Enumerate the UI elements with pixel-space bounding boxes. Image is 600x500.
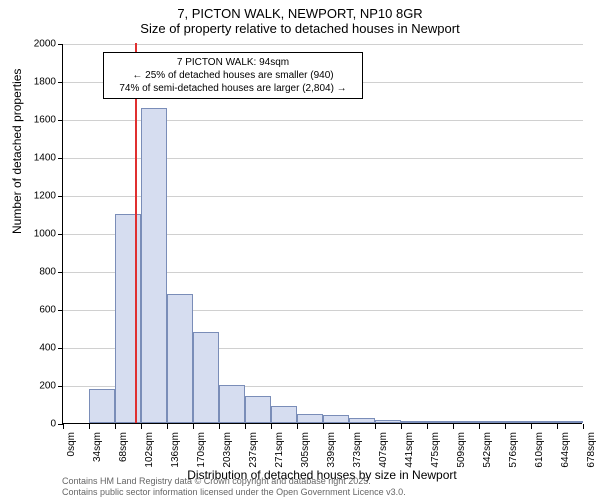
footer-line1: Contains HM Land Registry data © Crown c… [62,476,406,487]
xtick-mark [557,424,558,429]
xtick-label: 373sqm [352,432,363,468]
histogram-bar [115,214,141,423]
xtick-label: 237sqm [248,432,259,468]
ytick-label: 1400 [16,153,56,164]
xtick-label: 136sqm [170,432,181,468]
histogram-bar [427,421,453,423]
xtick-label: 34sqm [92,432,103,462]
ytick-label: 2000 [16,39,56,50]
footer-line2: Contains public sector information licen… [62,487,406,498]
annotation-box: 7 PICTON WALK: 94sqm← 25% of detached ho… [103,52,363,99]
histogram-bar [167,294,193,423]
ytick-mark [58,386,63,387]
xtick-mark [271,424,272,429]
ytick-label: 1600 [16,115,56,126]
xtick-mark [245,424,246,429]
ytick-label: 400 [16,343,56,354]
xtick-mark [297,424,298,429]
ytick-mark [58,196,63,197]
xtick-label: 68sqm [118,432,129,462]
ytick-mark [58,158,63,159]
xtick-label: 475sqm [430,432,441,468]
xtick-mark [323,424,324,429]
histogram-bar [141,108,167,423]
histogram-bar [479,421,505,423]
histogram-bar [557,421,583,423]
histogram-bar [453,421,479,423]
xtick-mark [193,424,194,429]
histogram-bar [89,389,115,423]
xtick-label: 576sqm [508,432,519,468]
xtick-label: 0sqm [66,432,77,456]
ytick-label: 600 [16,305,56,316]
chart-title-line2: Size of property relative to detached ho… [0,21,600,40]
histogram-bar [219,385,245,423]
chart-area: 02004006008001000120014001600180020000sq… [62,44,582,424]
xtick-mark [219,424,220,429]
ytick-mark [58,82,63,83]
xtick-mark [531,424,532,429]
annotation-line1: 7 PICTON WALK: 94sqm [110,56,356,69]
histogram-bar [375,420,401,423]
y-axis-label: Number of detached properties [10,69,24,234]
plot-area: 02004006008001000120014001600180020000sq… [62,44,582,424]
xtick-mark [167,424,168,429]
xtick-mark [141,424,142,429]
histogram-bar [505,421,531,423]
xtick-label: 542sqm [482,432,493,468]
xtick-mark [375,424,376,429]
xtick-label: 407sqm [378,432,389,468]
ytick-label: 1800 [16,77,56,88]
histogram-bar [401,421,427,423]
xtick-label: 610sqm [534,432,545,468]
xtick-mark [63,424,64,429]
xtick-label: 644sqm [560,432,571,468]
histogram-bar [297,414,323,424]
footer-attribution: Contains HM Land Registry data © Crown c… [62,476,406,498]
xtick-label: 441sqm [404,432,415,468]
ytick-mark [58,44,63,45]
ytick-mark [58,310,63,311]
xtick-label: 678sqm [586,432,597,468]
histogram-bar [271,406,297,423]
xtick-mark [115,424,116,429]
ytick-label: 200 [16,381,56,392]
xtick-label: 102sqm [144,432,155,468]
xtick-label: 170sqm [196,432,207,468]
annotation-line2: ← 25% of detached houses are smaller (94… [110,69,356,82]
histogram-bar [349,418,375,423]
ytick-mark [58,348,63,349]
ytick-label: 1200 [16,191,56,202]
xtick-mark [505,424,506,429]
xtick-label: 305sqm [300,432,311,468]
histogram-bar [531,421,557,423]
xtick-label: 339sqm [326,432,337,468]
ytick-label: 800 [16,267,56,278]
ytick-label: 0 [16,419,56,430]
chart-title-line1: 7, PICTON WALK, NEWPORT, NP10 8GR [0,0,600,21]
xtick-mark [583,424,584,429]
annotation-line3: 74% of semi-detached houses are larger (… [110,82,356,95]
xtick-label: 509sqm [456,432,467,468]
ytick-mark [58,120,63,121]
gridline [63,44,583,45]
xtick-mark [453,424,454,429]
xtick-mark [349,424,350,429]
xtick-mark [89,424,90,429]
histogram-bar [323,415,349,423]
xtick-mark [479,424,480,429]
property-marker-line [135,43,137,423]
xtick-mark [401,424,402,429]
xtick-label: 203sqm [222,432,233,468]
ytick-label: 1000 [16,229,56,240]
ytick-mark [58,234,63,235]
xtick-mark [427,424,428,429]
histogram-bar [245,396,271,423]
ytick-mark [58,272,63,273]
histogram-bar [193,332,219,423]
xtick-label: 271sqm [274,432,285,468]
